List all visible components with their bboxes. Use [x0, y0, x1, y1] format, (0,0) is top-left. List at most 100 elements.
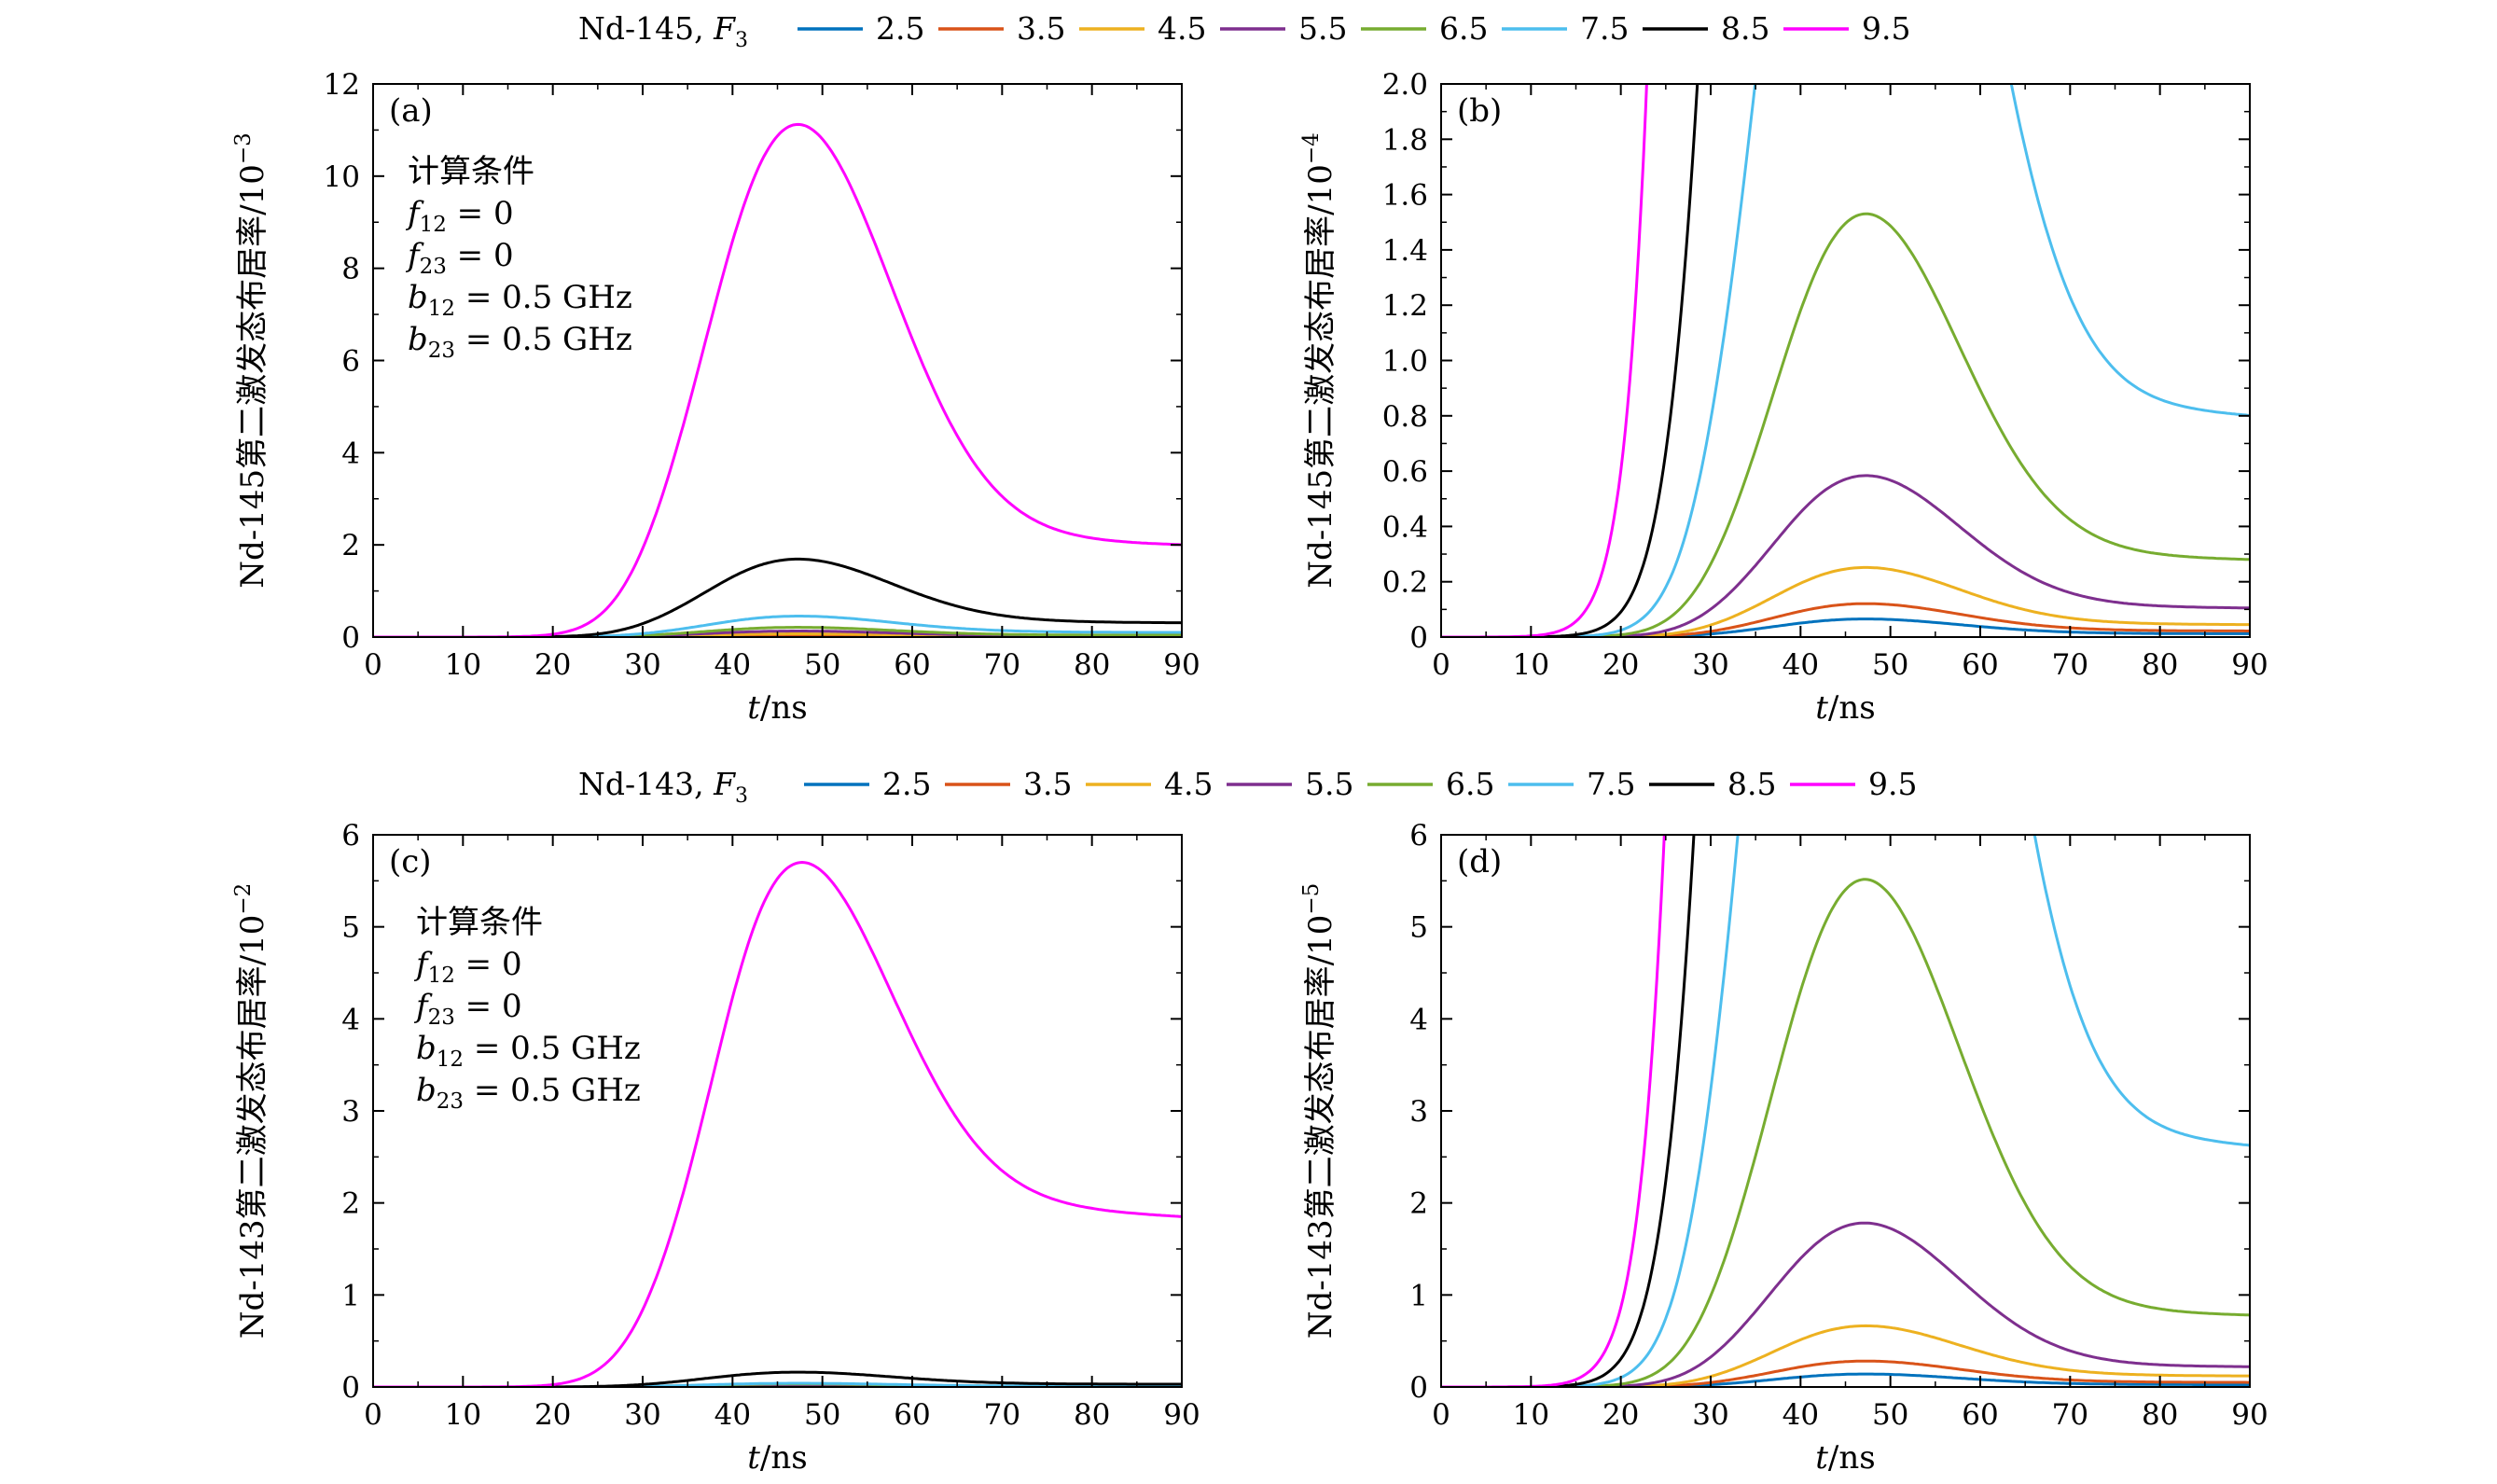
y-tick-label: 6: [341, 345, 360, 379]
legend-label-8: 9.5: [1868, 766, 1917, 802]
series-line-6.5: [1441, 212, 2250, 637]
legend-label-3: 4.5: [1164, 766, 1213, 802]
x-tick-label: 0: [364, 648, 382, 682]
x-tick-label: 10: [1513, 1398, 1549, 1432]
annotation-line: f12 = 0: [405, 195, 514, 237]
x-tick-label: 90: [1163, 1398, 1200, 1432]
legend-label-6: 7.5: [1580, 10, 1629, 47]
y-tick-label: 8: [341, 253, 360, 286]
y-tick-label: 12: [324, 68, 360, 102]
y-tick-label: 2: [1409, 1187, 1428, 1221]
y-tick-label: 4: [1409, 1003, 1428, 1036]
x-tick-label: 0: [1432, 1398, 1450, 1432]
y-tick-label: 1.8: [1382, 123, 1428, 157]
y-tick-label: 1.6: [1382, 179, 1428, 213]
x-tick-label: 50: [804, 1398, 840, 1432]
panel-label: (a): [389, 92, 433, 130]
panel-label: (c): [389, 843, 432, 881]
panel-b: 0 10 20 30 40 50 60 70 80 90 0 0.2 0.4 0.6 0.8 1.0 1.2 1.…: [1299, 68, 2268, 727]
x-tick-label: 90: [2231, 1398, 2268, 1432]
x-tick-label: 30: [624, 1398, 660, 1432]
x-tick-label: 10: [445, 1398, 481, 1432]
x-tick-label: 40: [714, 1398, 751, 1432]
legend-label-1: 2.5: [882, 766, 931, 802]
legend-label-6: 7.5: [1587, 766, 1635, 802]
y-axis-label: Nd-143第二激发态布居率/10−2: [231, 883, 271, 1339]
legend-label-5: 6.5: [1439, 10, 1488, 47]
x-tick-label: 60: [894, 648, 930, 682]
legend-label-7: 8.5: [1727, 766, 1776, 802]
y-tick-label: 0.6: [1382, 455, 1428, 489]
legend-label-1: 2.5: [876, 10, 924, 47]
y-tick-label: 0: [341, 621, 360, 655]
x-axis-label: t/ns: [1815, 1439, 1875, 1477]
y-tick-label: 0.2: [1382, 566, 1428, 600]
x-tick-label: 10: [1513, 648, 1549, 682]
legend-nd143-symbol: F: [713, 766, 736, 802]
legend-nd143-sub: 3: [735, 784, 748, 808]
series-line-7.5: [1441, 84, 2250, 637]
annotation-line: f12 = 0: [413, 946, 522, 988]
annotation-line: b12 = 0.5 GHz: [408, 279, 632, 321]
y-tick-label: 3: [1409, 1095, 1428, 1129]
annotation-line: f23 = 0: [405, 237, 514, 279]
series-line-3.5: [1441, 602, 2250, 637]
legend-label-5: 6.5: [1446, 766, 1494, 802]
x-tick-label: 90: [1163, 648, 1200, 682]
y-tick-label: 1.2: [1382, 289, 1428, 323]
x-tick-label: 60: [894, 1398, 930, 1432]
x-tick-label: 0: [364, 1398, 382, 1432]
x-tick-label: 60: [1962, 648, 1998, 682]
x-tick-label: 60: [1962, 1398, 1998, 1432]
legend-label-2: 3.5: [1017, 10, 1065, 47]
legend-nd145-sub: 3: [735, 29, 748, 52]
y-tick-label: 2: [341, 529, 360, 562]
y-tick-label: 4: [341, 437, 360, 470]
y-tick-label: 10: [324, 160, 360, 194]
y-tick-label: 1: [341, 1279, 360, 1312]
panel-a: 0 10 20 30 40 50 60 70 80 90 0 2 4 6 8 10 12 t/ns Nd-145第二…: [231, 68, 1200, 727]
legend-label-3: 4.5: [1158, 10, 1206, 47]
y-tick-label: 6: [341, 819, 360, 853]
x-tick-label: 80: [2142, 1398, 2178, 1432]
y-tick-label: 0: [1409, 1371, 1428, 1405]
x-tick-label: 10: [445, 648, 481, 682]
legend-label-4: 5.5: [1305, 766, 1353, 802]
annotation-line: f23 = 0: [413, 988, 522, 1030]
x-axis-label: t/ns: [1815, 689, 1875, 727]
y-axis-label: Nd-145第二激发态布居率/10−4: [1299, 132, 1339, 589]
x-tick-label: 50: [1872, 648, 1908, 682]
x-tick-label: 20: [534, 1398, 571, 1432]
series-line-8.5: [1441, 84, 1699, 637]
x-tick-label: 80: [1074, 648, 1110, 682]
svg-text:Nd-145, F3: Nd-145, F3: [578, 10, 748, 52]
legend-nd143-label: Nd-143,: [578, 766, 714, 802]
y-tick-label: 5: [341, 911, 360, 945]
legend-label-8: 9.5: [1862, 10, 1910, 47]
x-tick-label: 40: [1783, 1398, 1819, 1432]
legend-nd145: Nd-145, F3 2.5 3.5 4.5 5.5 6.5 7.5 8.5 9.5: [578, 10, 1910, 52]
x-tick-label: 50: [1872, 1398, 1908, 1432]
x-tick-label: 40: [714, 648, 751, 682]
x-axis-label: t/ns: [747, 689, 807, 727]
y-tick-label: 1.0: [1382, 345, 1428, 379]
legend-label-4: 5.5: [1298, 10, 1347, 47]
series-line-4.5: [1441, 1324, 2250, 1387]
y-tick-label: 5: [1409, 911, 1428, 945]
x-tick-label: 70: [984, 648, 1020, 682]
annotation-heading: 计算条件: [416, 904, 543, 941]
legend-label-7: 8.5: [1721, 10, 1769, 47]
legend-nd145-symbol: F: [713, 10, 736, 47]
legend-label-2: 3.5: [1023, 766, 1072, 802]
y-tick-label: 0: [341, 1371, 360, 1405]
x-tick-label: 20: [1602, 1398, 1639, 1432]
annotation-line: b12 = 0.5 GHz: [416, 1030, 641, 1072]
y-tick-label: 3: [341, 1095, 360, 1129]
x-tick-label: 70: [2052, 1398, 2088, 1432]
annotation-line: b23 = 0.5 GHz: [408, 321, 632, 363]
x-tick-label: 30: [624, 648, 660, 682]
y-tick-label: 6: [1409, 819, 1428, 853]
x-tick-label: 30: [1692, 648, 1728, 682]
panel-c: 0 10 20 30 40 50 60 70 80 90 0 1 2 3 4 5 6 t/ns Nd-143第二激发…: [231, 819, 1200, 1477]
y-tick-label: 2.0: [1382, 68, 1428, 102]
